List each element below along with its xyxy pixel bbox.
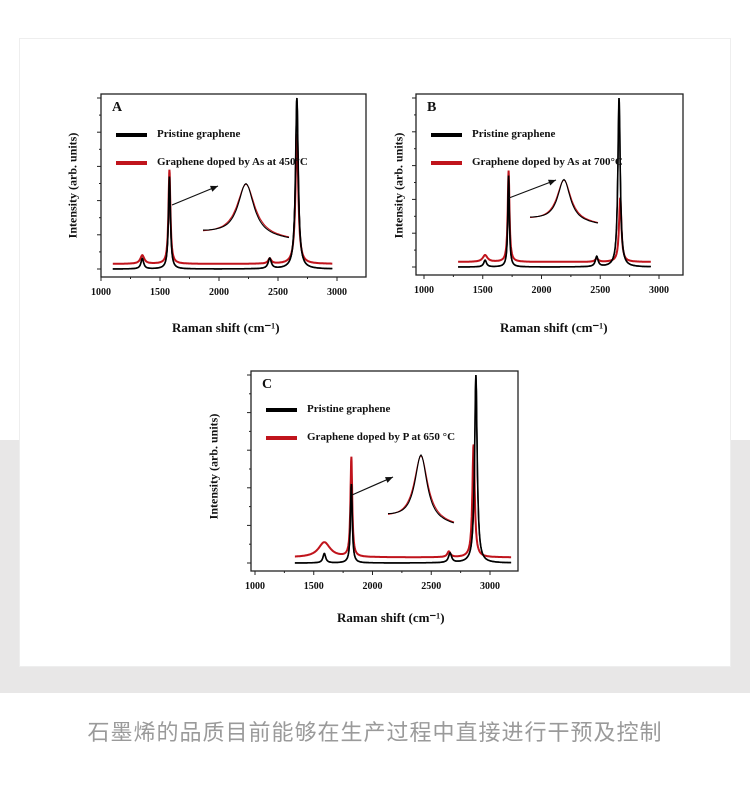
series-pristine-overlay — [294, 374, 512, 564]
plot-frame — [415, 93, 684, 276]
x-tick-label: 1500 — [472, 285, 493, 296]
legend-item: Graphene doped by P at 650 °C — [307, 431, 456, 443]
arrow-icon — [210, 185, 218, 192]
series-doped — [294, 444, 512, 559]
x-tick-label: 1000 — [91, 287, 111, 298]
x-tick-label: 2500 — [590, 285, 611, 296]
series-pristine-overlay — [112, 97, 333, 270]
x-tick-label: 2000 — [362, 581, 383, 592]
x-tick-label: 2000 — [209, 287, 229, 298]
legend-item: Pristine graphene — [157, 128, 241, 140]
x-tick-label: 1000 — [414, 285, 434, 296]
arrow-icon — [548, 179, 556, 186]
x-axis-label: Raman shift (cm⁻¹) — [500, 320, 608, 335]
inset-curve — [387, 454, 455, 524]
panel-label: B — [427, 100, 437, 115]
arrow-icon — [385, 477, 393, 483]
x-axis-label: Raman shift (cm⁻¹) — [172, 320, 280, 335]
plot-frame — [100, 93, 367, 278]
x-tick-label: 1000 — [245, 581, 265, 592]
inset-curve — [530, 178, 599, 224]
x-tick-label: 3000 — [327, 287, 347, 298]
panel-label: C — [262, 377, 273, 392]
legend-item: Pristine graphene — [472, 128, 556, 140]
legend-item: Graphene doped by As at 450°C — [157, 156, 308, 168]
panel-label: A — [112, 100, 123, 115]
x-axis-label: Raman shift (cm⁻¹) — [337, 610, 445, 625]
x-tick-label: 2000 — [531, 285, 552, 296]
plot-frame — [250, 370, 519, 572]
x-tick-label: 1500 — [303, 581, 324, 592]
x-tick-label: 3000 — [480, 581, 500, 592]
legend-item: Graphene doped by As at 700°C — [472, 156, 623, 168]
y-axis-label: Intensity (arb. units) — [206, 413, 221, 520]
x-tick-label: 3000 — [649, 285, 669, 296]
series-doped — [458, 170, 651, 263]
x-tick-label: 2500 — [421, 581, 442, 592]
series-pristine-overlay — [458, 97, 652, 268]
legend-item: Pristine graphene — [307, 403, 391, 415]
x-tick-label: 2500 — [268, 287, 288, 298]
caption-text: 石墨烯的品质目前能够在生产过程中直接进行干预及控制 — [87, 721, 663, 746]
x-tick-label: 1500 — [150, 287, 170, 298]
inset-curve — [203, 182, 290, 239]
